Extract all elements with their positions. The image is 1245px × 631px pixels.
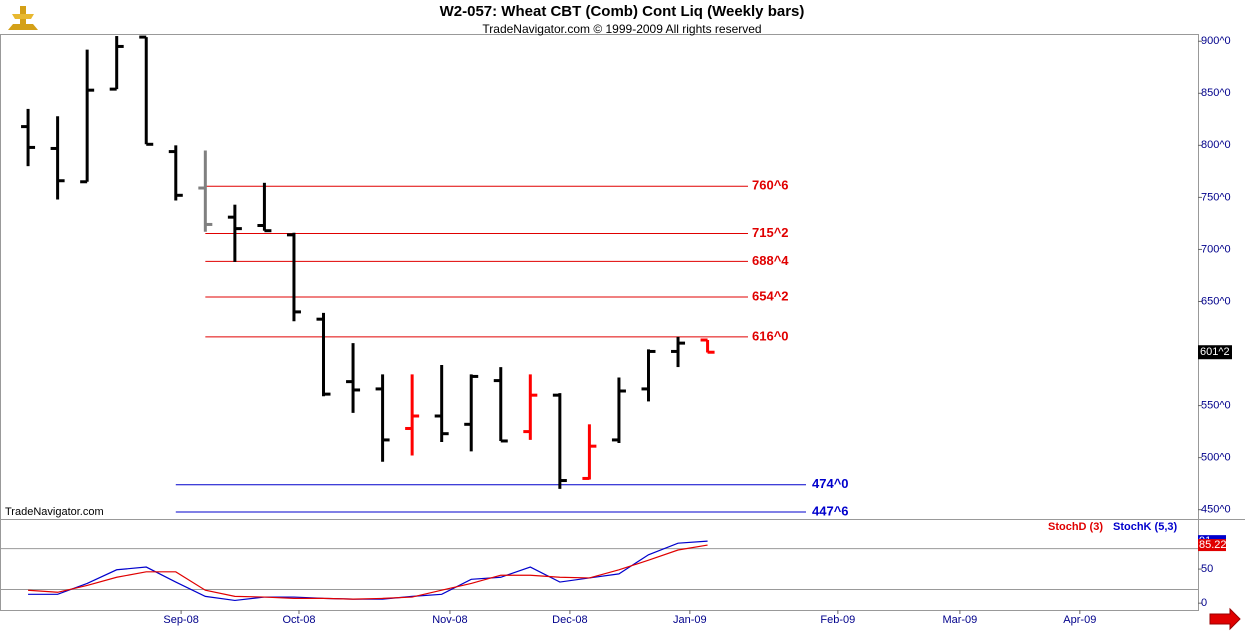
y-tick-label: 900^0 [1201,35,1231,47]
level-label: 654^2 [752,288,789,303]
x-tick-label: Dec-08 [552,614,587,626]
level-label: 760^6 [752,178,789,193]
x-tick-label: Oct-08 [282,614,315,626]
y-tick-label: 450^0 [1201,504,1231,516]
indicator-line [28,544,708,600]
last-price-tag [1198,345,1232,360]
x-tick-label: Feb-09 [820,614,855,626]
y-tick-label: 500^0 [1201,452,1231,464]
scroll-arrow[interactable] [1209,607,1241,631]
legend-entry: StochD (3) [1048,521,1103,533]
x-tick-label: Jan-09 [673,614,707,626]
level-label: 447^6 [812,503,849,518]
level-label: 474^0 [812,476,849,491]
chart-subtitle: TradeNavigator.com © 1999-2009 All right… [482,22,761,36]
watermark: TradeNavigator.com [5,506,104,518]
y-tick-label: 700^0 [1201,243,1231,255]
chart-title: W2-057: Wheat CBT (Comb) Cont Liq (Weekl… [440,3,805,20]
last-price-label: 601^2 [1200,346,1230,358]
x-tick-label: Mar-09 [942,614,977,626]
y-tick-label: 650^0 [1201,295,1231,307]
legend-entry: StochK (5,3) [1113,521,1178,533]
y-tick-label: 800^0 [1201,139,1231,151]
logo [8,6,38,30]
last-value-tag [1198,539,1226,552]
indicator-y-tick-label: 0 [1201,597,1207,609]
x-tick-label: Sep-08 [163,614,198,626]
last-value-label: 85.22 [1199,539,1227,551]
y-tick-label: 750^0 [1201,191,1231,203]
level-label: 715^2 [752,225,789,240]
frame [0,34,1199,611]
y-tick-label: 550^0 [1201,399,1231,411]
x-tick-label: Apr-09 [1063,614,1096,626]
indicator-y-tick-label: 50 [1201,563,1213,575]
level-label: 616^0 [752,328,789,343]
y-tick-label: 850^0 [1201,87,1231,99]
level-label: 688^4 [752,253,789,268]
x-tick-label: Nov-08 [432,614,467,626]
